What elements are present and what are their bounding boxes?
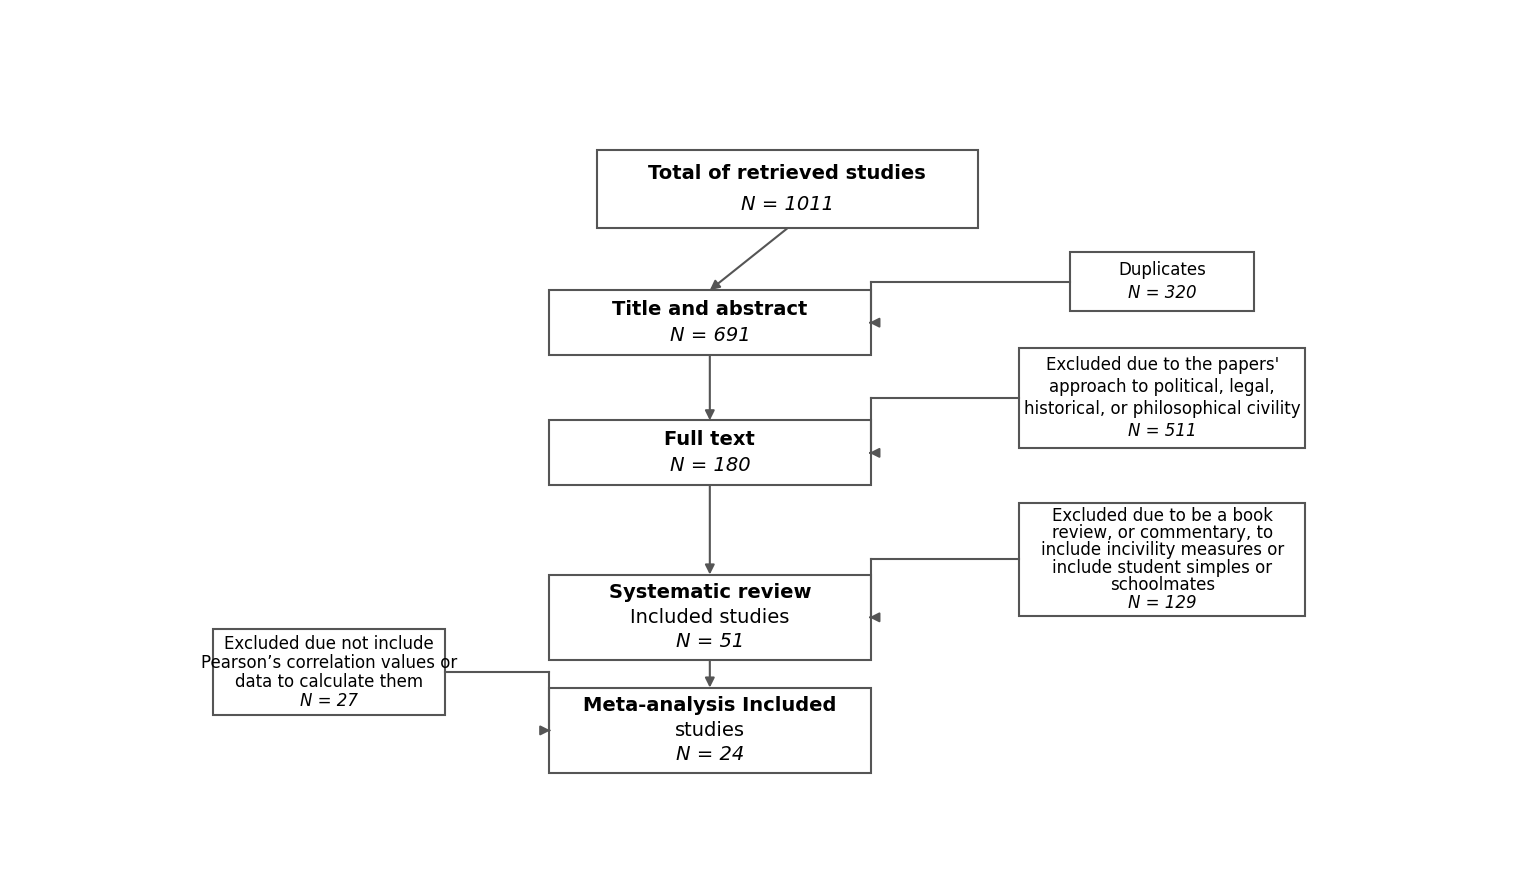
Text: Title and abstract: Title and abstract bbox=[613, 300, 808, 320]
Text: Excluded due to be a book: Excluded due to be a book bbox=[1052, 506, 1273, 524]
Text: Systematic review: Systematic review bbox=[608, 583, 811, 603]
Text: N = 691: N = 691 bbox=[670, 327, 750, 345]
Text: Meta-analysis Included: Meta-analysis Included bbox=[584, 697, 837, 716]
Bar bbox=[214, 629, 445, 715]
Text: Total of retrieved studies: Total of retrieved studies bbox=[648, 164, 926, 182]
Text: data to calculate them: data to calculate them bbox=[235, 673, 422, 691]
Text: N = 1011: N = 1011 bbox=[740, 195, 834, 214]
Text: review, or commentary, to: review, or commentary, to bbox=[1052, 524, 1273, 542]
Text: Excluded due to the papers': Excluded due to the papers' bbox=[1046, 356, 1279, 374]
Text: Included studies: Included studies bbox=[630, 608, 790, 627]
Bar bbox=[1071, 253, 1255, 311]
Bar bbox=[550, 290, 871, 355]
Bar bbox=[596, 150, 977, 229]
Bar bbox=[1020, 503, 1306, 616]
Text: Excluded due not include: Excluded due not include bbox=[224, 635, 433, 652]
Text: Pearson’s correlation values or: Pearson’s correlation values or bbox=[201, 653, 458, 672]
Text: N = 51: N = 51 bbox=[676, 632, 743, 651]
Text: N = 24: N = 24 bbox=[676, 746, 743, 765]
Text: Duplicates: Duplicates bbox=[1118, 261, 1206, 279]
Text: N = 129: N = 129 bbox=[1127, 594, 1197, 611]
Text: N = 180: N = 180 bbox=[670, 457, 750, 475]
Text: include incivility measures or: include incivility measures or bbox=[1040, 541, 1284, 560]
Text: N = 511: N = 511 bbox=[1127, 422, 1197, 441]
Bar bbox=[550, 420, 871, 485]
Text: schoolmates: schoolmates bbox=[1109, 576, 1215, 595]
Bar bbox=[550, 575, 871, 660]
Text: historical, or philosophical civility: historical, or philosophical civility bbox=[1025, 400, 1301, 418]
Bar bbox=[550, 688, 871, 773]
Text: include student simples or: include student simples or bbox=[1052, 559, 1272, 577]
Text: Full text: Full text bbox=[665, 431, 756, 449]
Text: N = 320: N = 320 bbox=[1127, 284, 1197, 303]
Text: studies: studies bbox=[674, 721, 745, 740]
Text: N = 27: N = 27 bbox=[300, 692, 358, 709]
Text: approach to political, legal,: approach to political, legal, bbox=[1049, 378, 1275, 396]
Bar bbox=[1020, 348, 1306, 448]
